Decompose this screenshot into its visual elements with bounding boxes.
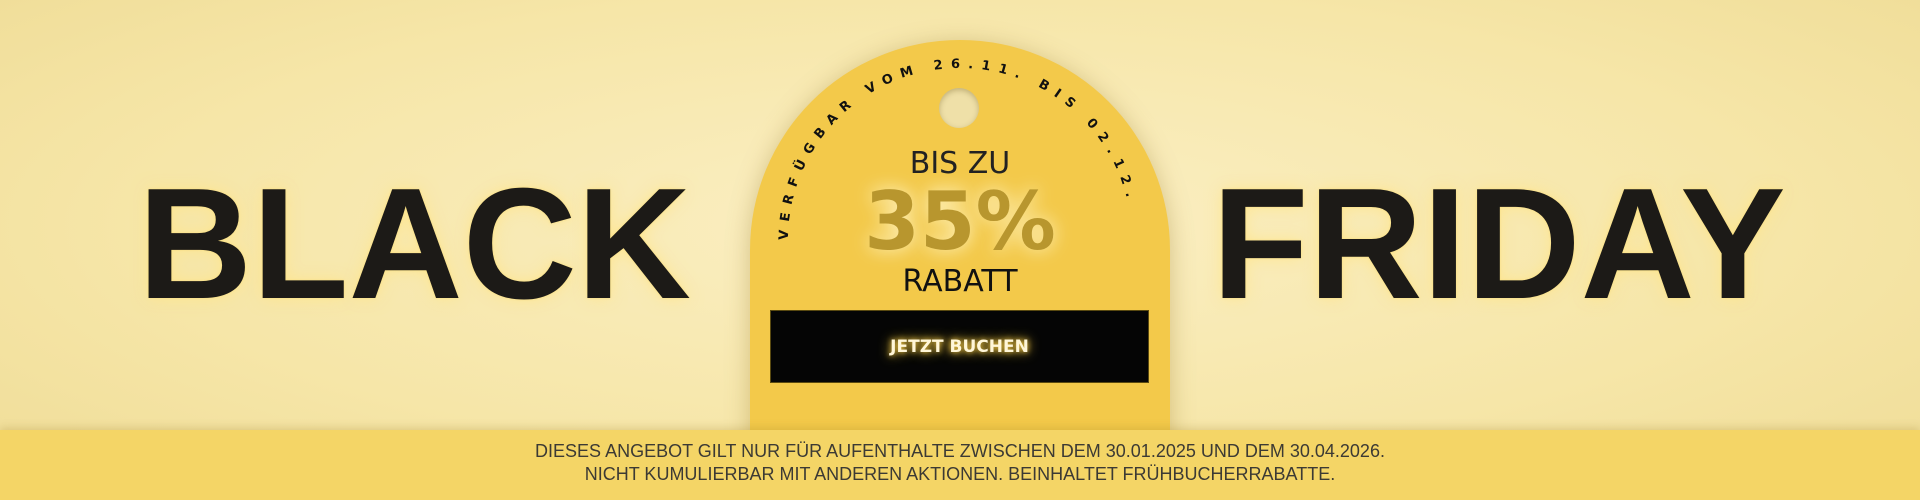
availability-arc: VERFÜGBAR VOM 26.11. BIS 02.12.	[777, 57, 1132, 240]
disclaimer-band: DIESES ANGEBOT GILT NUR FÜR AUFENTHALTE …	[0, 430, 1920, 500]
disclaimer-line-1: DIESES ANGEBOT GILT NUR FÜR AUFENTHALTE …	[535, 441, 1385, 461]
tag-hole	[939, 88, 979, 128]
discount-percent: 35%	[864, 175, 1056, 268]
discount-label: RABATT	[902, 264, 1018, 299]
book-now-button[interactable]: JETZT BUCHEN	[770, 310, 1149, 383]
friday-heading: FRIDAY	[1212, 156, 1786, 332]
disclaimer-line-2: NICHT KUMULIERBAR MIT ANDEREN AKTIONEN. …	[584, 464, 1336, 484]
black-heading: BLACK	[138, 156, 691, 332]
upto-label: BIS ZU	[909, 146, 1011, 181]
